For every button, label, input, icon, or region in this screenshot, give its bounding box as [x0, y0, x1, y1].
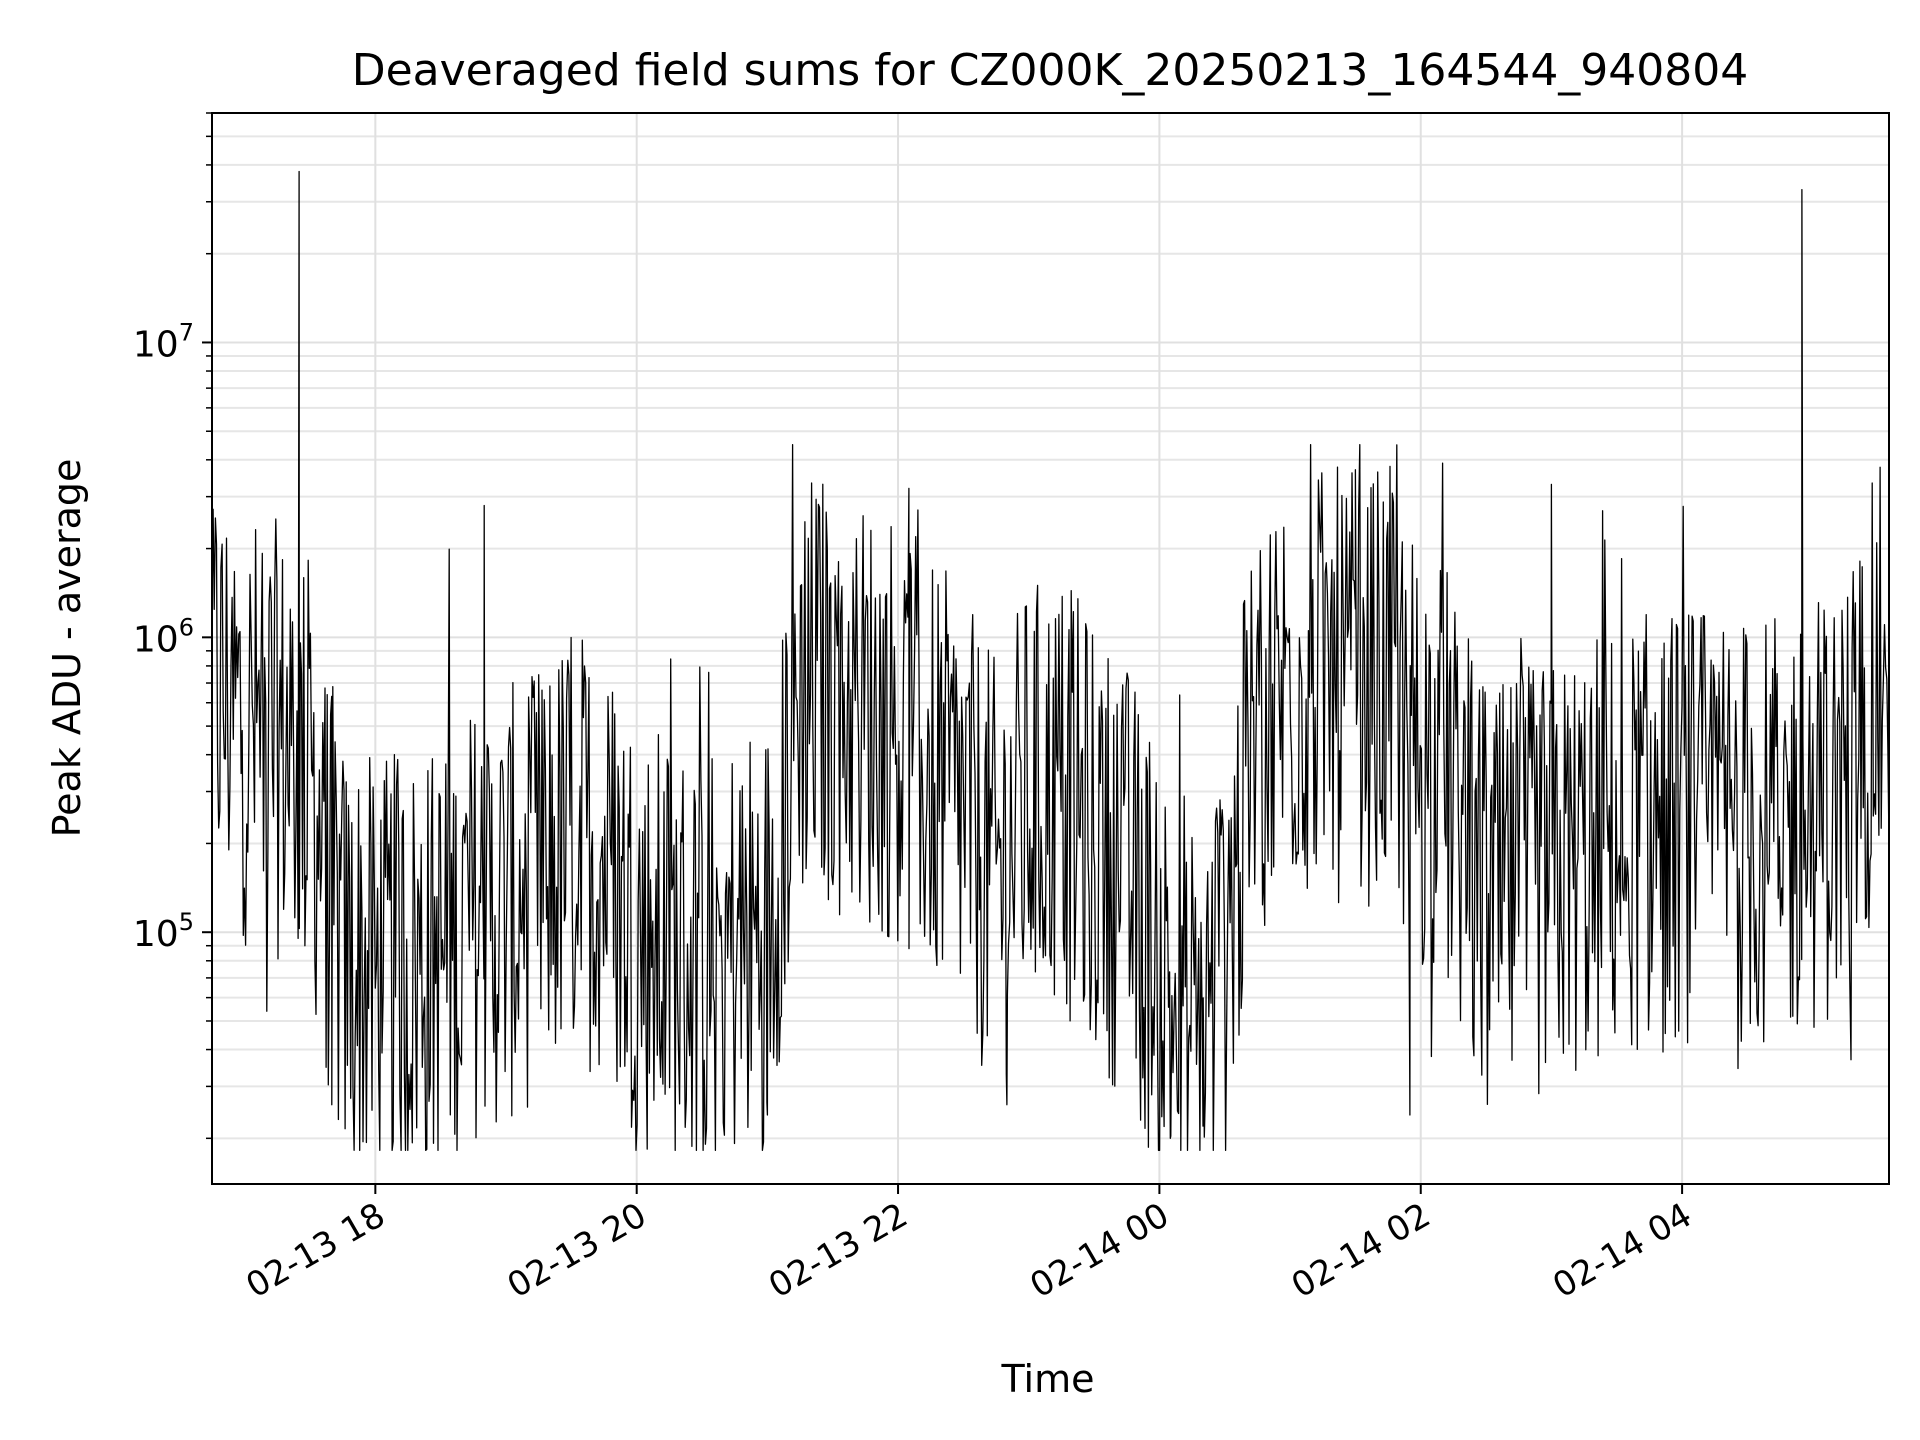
- y-tick-label: 106: [133, 613, 194, 660]
- x-axis: 02-13 18 02-13 20 02-13 22 02-14 00 02-14 02…: [239, 1184, 1699, 1306]
- x-tick-label: 02-13 22: [762, 1195, 914, 1306]
- y-axis-label: Peak ADU - average: [45, 459, 89, 838]
- data-line: [211, 170, 1890, 1152]
- x-tick-label: 02-14 02: [1285, 1195, 1437, 1306]
- x-axis-label: Time: [1001, 1357, 1095, 1401]
- x-tick-label: 02-13 18: [239, 1195, 391, 1306]
- y-tick-label: 105: [133, 908, 194, 955]
- y-axis: 105 106 107: [133, 318, 212, 955]
- x-tick-label: 02-14 04: [1546, 1195, 1698, 1306]
- y-tick-label: 107: [133, 318, 194, 365]
- x-tick-label: 02-14 00: [1024, 1195, 1176, 1306]
- plot-frame: [211, 112, 1890, 1185]
- x-tick-label: 02-13 20: [501, 1195, 653, 1306]
- series-line: [211, 170, 1890, 1152]
- major-gridlines: [212, 113, 1889, 1184]
- chart-title: Deaveraged field sums for CZ000K_2025021…: [352, 45, 1749, 96]
